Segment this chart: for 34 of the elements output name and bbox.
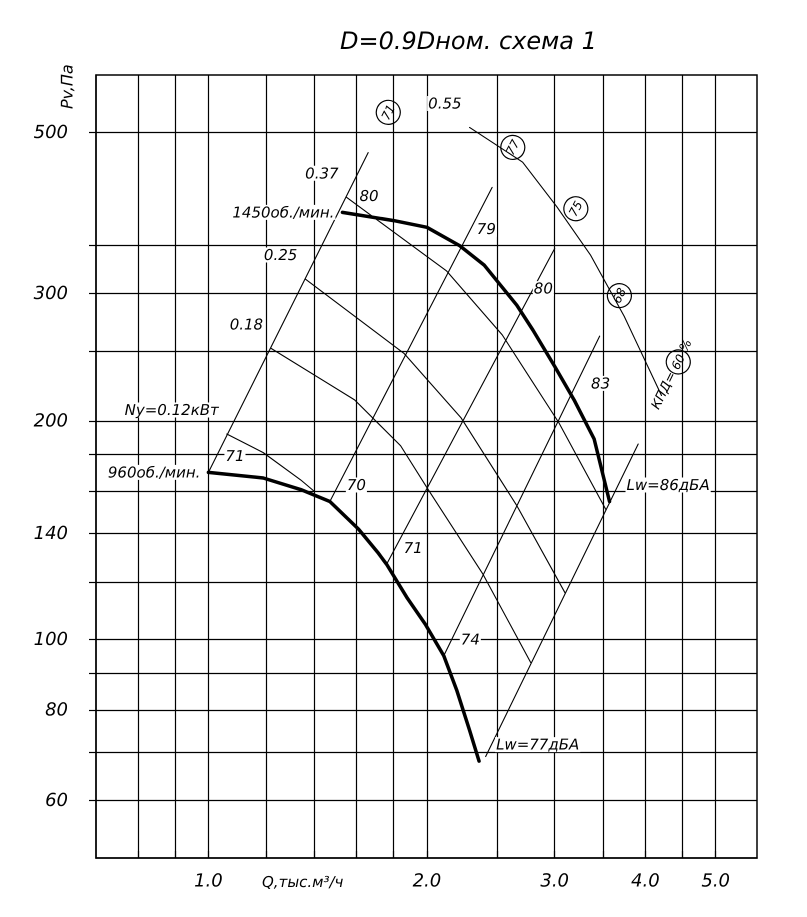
x-tick-label: 4.0: [631, 870, 660, 892]
annotation: Lw=86дБА: [626, 476, 710, 494]
y-axis-title: Pv,Па: [58, 64, 76, 109]
x-axis-title: Q,тыс.м³/ч: [262, 873, 344, 891]
legend-label: 0.55: [428, 94, 462, 112]
annotation: 75: [566, 198, 586, 219]
annotation: 77: [503, 137, 523, 158]
series-label: 0.25: [264, 246, 298, 264]
series-label: 960об./мин.: [108, 463, 200, 482]
x-tick-label: 5.0: [701, 870, 730, 892]
annotation: 80: [359, 186, 379, 205]
x-tick-label: 2.0: [412, 870, 442, 892]
annotation: 79: [476, 220, 496, 238]
series-label: Ny=0.12кВт: [124, 401, 220, 420]
y-tick-label: 80: [45, 699, 68, 720]
y-tick-label: 500: [34, 122, 68, 143]
annotation: Lw=77дБА: [496, 736, 580, 754]
annotation: 80: [534, 280, 553, 298]
annotation: 83: [591, 374, 610, 392]
annotation: 71: [404, 538, 423, 557]
y-tick-label: 140: [34, 523, 68, 544]
y-tick-label: 60: [45, 790, 68, 812]
x-tick-label: 1.0: [194, 870, 223, 892]
series-label: 0.18: [230, 315, 264, 334]
series-label: 1450об./мин.: [232, 203, 334, 222]
y-tick-label: 200: [34, 410, 68, 432]
y-tick-label: 300: [34, 282, 68, 304]
x-tick-label: 3.0: [540, 870, 570, 892]
series-label: 0.37: [305, 164, 340, 182]
y-tick-label: 100: [34, 629, 68, 650]
annotation: 74: [460, 630, 480, 648]
annotation: 71: [225, 446, 245, 465]
annotation: 70: [346, 476, 366, 494]
chart-title: D=0.9Dном. схема 1: [340, 27, 597, 55]
